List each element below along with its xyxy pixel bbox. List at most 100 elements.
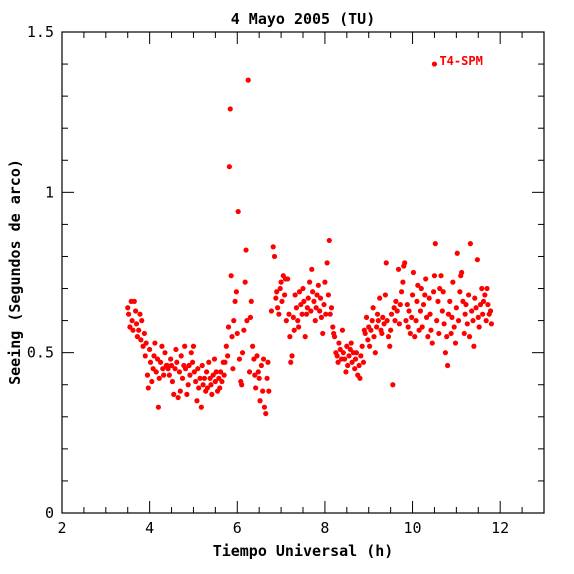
data-point — [407, 330, 413, 337]
data-point — [147, 346, 153, 353]
data-point — [125, 305, 131, 311]
data-point — [171, 391, 177, 397]
data-point — [194, 398, 200, 404]
data-point — [246, 369, 253, 375]
data-point — [273, 295, 279, 301]
data-point — [352, 366, 358, 372]
data-point — [217, 385, 223, 391]
data-point — [308, 308, 314, 314]
data-point — [379, 330, 385, 337]
data-point — [256, 375, 262, 381]
data-point — [291, 327, 297, 333]
data-point — [166, 372, 172, 378]
data-point — [484, 285, 490, 292]
legend-label: T4-SPM — [439, 54, 482, 68]
data-point — [359, 343, 365, 349]
data-point — [453, 305, 459, 311]
data-point — [136, 327, 142, 333]
data-point — [281, 292, 288, 298]
y-tick-label: 1 — [45, 183, 54, 201]
data-point — [130, 327, 136, 333]
data-point — [295, 318, 301, 324]
x-tick-label: 8 — [320, 519, 329, 537]
data-point — [133, 321, 140, 327]
data-point — [415, 282, 421, 288]
data-point — [218, 369, 224, 375]
data-point — [467, 241, 473, 247]
data-point — [464, 321, 470, 327]
data-point — [327, 311, 333, 317]
data-point — [392, 318, 398, 324]
data-point — [312, 318, 318, 324]
data-point — [304, 305, 310, 311]
data-point — [388, 327, 394, 333]
data-point — [463, 301, 469, 308]
chart-title: 4 Mayo 2005 (TU) — [231, 10, 376, 28]
data-point — [178, 353, 184, 359]
data-point — [419, 324, 425, 330]
data-point — [190, 343, 197, 349]
data-point — [356, 362, 362, 369]
data-point — [270, 244, 276, 250]
y-tick-label: 0 — [45, 504, 54, 522]
data-point — [483, 318, 489, 324]
data-point — [471, 343, 477, 349]
data-point — [441, 321, 447, 327]
data-point — [162, 350, 168, 356]
data-point — [241, 327, 247, 333]
data-point — [405, 324, 411, 330]
data-point — [290, 314, 296, 320]
data-point — [476, 324, 482, 330]
data-point — [223, 343, 229, 349]
data-point — [208, 382, 214, 388]
data-point — [211, 356, 218, 362]
data-point — [225, 353, 231, 359]
data-point — [230, 366, 236, 372]
data-point — [296, 289, 303, 295]
data-point — [165, 366, 171, 372]
data-point — [245, 77, 251, 83]
data-point — [288, 359, 294, 365]
data-point — [422, 292, 428, 298]
data-point — [436, 330, 442, 337]
data-point — [244, 318, 250, 324]
data-point — [222, 359, 228, 365]
data-point — [209, 391, 215, 397]
data-point — [365, 337, 371, 343]
data-point — [303, 311, 310, 317]
data-point — [384, 318, 390, 324]
data-point — [412, 334, 418, 340]
data-point — [340, 350, 346, 356]
data-point — [345, 362, 351, 369]
data-point — [423, 314, 430, 320]
data-point — [482, 292, 488, 298]
data-point — [440, 289, 446, 295]
data-point — [232, 298, 238, 304]
data-point — [198, 404, 204, 410]
data-point — [420, 301, 427, 308]
data-point — [450, 279, 456, 285]
data-point — [188, 350, 194, 356]
data-point — [176, 369, 183, 375]
data-point — [404, 301, 410, 308]
data-point — [268, 308, 275, 314]
data-point — [466, 292, 472, 298]
data-point — [328, 305, 335, 311]
data-point — [480, 298, 487, 304]
data-point — [430, 289, 437, 295]
data-point — [313, 305, 319, 311]
data-point — [473, 305, 479, 311]
data-point — [200, 382, 206, 388]
data-point — [445, 362, 451, 369]
data-point — [375, 318, 381, 324]
data-point — [318, 314, 325, 320]
data-point — [143, 340, 149, 346]
data-point — [187, 372, 193, 378]
data-point — [274, 289, 280, 295]
y-tick-label: 0.5 — [27, 344, 54, 362]
data-point — [387, 343, 393, 349]
data-point — [247, 314, 254, 320]
data-point — [363, 314, 370, 320]
data-point — [335, 359, 341, 365]
